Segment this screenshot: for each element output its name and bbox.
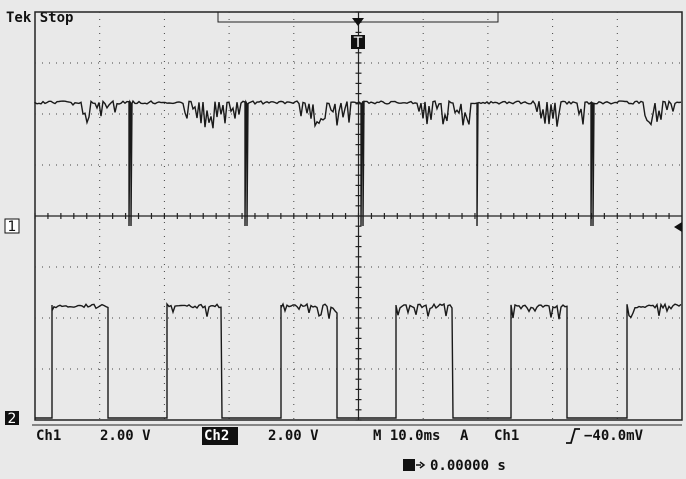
- background: [0, 0, 686, 479]
- trigger-marker: T: [353, 35, 363, 51]
- ch1-label: Ch1: [36, 428, 61, 444]
- ch2-label: Ch2: [204, 428, 229, 444]
- trigger-mode: A: [460, 428, 469, 444]
- ch2-scale: 2.00 V: [268, 428, 319, 444]
- oscilloscope-screen: Tek Stop 1 2 T Ch1 2.00 V Ch2 2.00 V M 1…: [0, 0, 686, 479]
- trigger-source: Ch1: [494, 428, 519, 444]
- trigger-position: 0.00000 s: [430, 458, 506, 474]
- ch2-marker: 2: [8, 411, 17, 427]
- ch1-scale: 2.00 V: [100, 428, 151, 444]
- trigger-level: −40.0mV: [584, 428, 644, 444]
- ch1-marker: 1: [8, 219, 17, 235]
- trigger-pos-icon: [403, 459, 415, 471]
- timebase: M 10.0ms: [373, 428, 440, 444]
